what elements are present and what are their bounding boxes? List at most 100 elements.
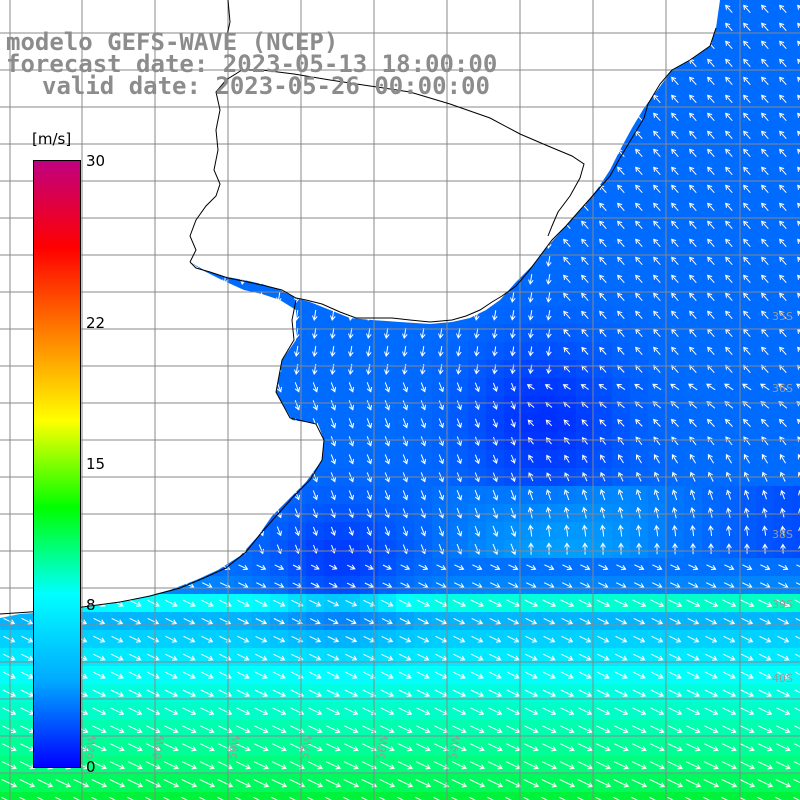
wind-arrow bbox=[653, 130, 661, 140]
wind-arrow bbox=[562, 384, 571, 390]
wind-arrow bbox=[725, 94, 733, 104]
wind-arrow bbox=[707, 256, 715, 266]
wind-arrow bbox=[560, 671, 574, 679]
wind-arrow bbox=[398, 599, 412, 607]
wind-arrow bbox=[381, 618, 393, 625]
wind-arrow bbox=[760, 418, 769, 427]
speed-cell bbox=[792, 612, 800, 631]
wind-arrow bbox=[474, 525, 481, 537]
wind-arrow bbox=[543, 617, 556, 625]
wind-arrow bbox=[510, 328, 516, 339]
wind-arrow bbox=[127, 779, 144, 788]
wind-arrow bbox=[492, 328, 498, 339]
wind-arrow bbox=[92, 707, 107, 715]
wind-arrow bbox=[707, 148, 715, 158]
wind-arrow bbox=[722, 707, 737, 715]
wind-arrow bbox=[671, 310, 679, 320]
wind-arrow bbox=[109, 779, 126, 788]
wind-arrow bbox=[92, 689, 107, 697]
wind-arrow bbox=[759, 617, 772, 625]
wind-arrow bbox=[632, 707, 647, 715]
wind-arrow bbox=[595, 779, 612, 788]
speed-cell bbox=[792, 684, 800, 703]
wind-arrow bbox=[451, 743, 467, 752]
wind-arrow bbox=[452, 689, 467, 697]
wind-arrow bbox=[237, 653, 250, 661]
wind-arrow bbox=[330, 345, 336, 357]
wind-arrow bbox=[707, 453, 715, 464]
wind-arrow bbox=[363, 599, 376, 607]
wind-arrow bbox=[703, 779, 720, 788]
wind-arrow bbox=[55, 796, 63, 800]
wind-arrow bbox=[145, 743, 161, 752]
wind-arrow bbox=[686, 599, 701, 607]
wind-arrow bbox=[793, 796, 800, 800]
wind-arrow bbox=[671, 166, 679, 176]
wind-arrow bbox=[598, 564, 609, 571]
wind-arrow bbox=[328, 582, 338, 588]
wind-arrow bbox=[758, 689, 773, 697]
wind-arrow bbox=[670, 383, 680, 391]
wind-arrow bbox=[271, 761, 287, 770]
wind-arrow bbox=[1, 743, 17, 752]
wind-arrow bbox=[201, 635, 214, 643]
wind-arrow bbox=[456, 400, 462, 411]
wind-arrow bbox=[1, 761, 17, 770]
wind-arrow bbox=[92, 653, 106, 661]
wind-arrow bbox=[798, 526, 800, 532]
wind-arrow bbox=[199, 761, 215, 770]
wind-arrow bbox=[420, 490, 427, 501]
wind-arrow bbox=[366, 436, 373, 447]
wind-arrow bbox=[343, 796, 351, 800]
wind-arrow bbox=[21, 635, 34, 643]
wind-arrow bbox=[599, 220, 607, 230]
wind-arrow bbox=[327, 636, 340, 643]
wind-arrow bbox=[689, 130, 697, 140]
wind-arrow bbox=[581, 346, 589, 355]
wind-arrow bbox=[218, 725, 233, 734]
wind-arrow bbox=[686, 689, 701, 697]
wind-arrow bbox=[689, 112, 697, 122]
wind-arrow bbox=[492, 525, 499, 538]
wind-arrow bbox=[344, 725, 359, 734]
wind-arrow bbox=[453, 653, 466, 661]
wind-arrow bbox=[635, 488, 642, 501]
wind-arrow bbox=[739, 779, 756, 788]
wind-arrow bbox=[779, 184, 787, 194]
wind-arrow bbox=[472, 564, 483, 571]
wind-arrow bbox=[524, 725, 539, 734]
wind-arrow bbox=[398, 671, 412, 679]
wind-arrow bbox=[599, 310, 607, 320]
wind-arrow bbox=[777, 635, 790, 643]
wind-arrow bbox=[578, 689, 593, 697]
wind-arrow bbox=[743, 40, 751, 50]
wind-arrow bbox=[545, 419, 553, 427]
wind-arrow bbox=[759, 635, 772, 643]
wind-arrow bbox=[487, 761, 503, 770]
wind-arrow bbox=[635, 524, 642, 537]
wind-arrow bbox=[456, 346, 462, 357]
wind-arrow bbox=[707, 507, 714, 518]
wind-arrow bbox=[653, 238, 661, 248]
wind-arrow bbox=[528, 542, 534, 555]
speed-cell bbox=[72, 792, 91, 800]
wind-arrow bbox=[366, 490, 372, 501]
wind-arrow bbox=[707, 58, 715, 68]
wind-arrow bbox=[163, 796, 171, 800]
wind-arrow bbox=[581, 489, 588, 501]
wind-arrow bbox=[563, 489, 570, 501]
wind-arrow bbox=[707, 238, 715, 248]
wind-arrow bbox=[600, 542, 606, 555]
wind-arrow bbox=[559, 796, 567, 800]
wind-arrow bbox=[507, 635, 520, 643]
speed-cell bbox=[324, 792, 343, 800]
wind-arrow bbox=[415, 743, 431, 752]
wind-arrow bbox=[348, 454, 355, 465]
wind-arrow bbox=[416, 707, 431, 715]
wind-arrow bbox=[182, 707, 197, 715]
wind-arrow bbox=[348, 382, 355, 393]
wind-arrow bbox=[438, 328, 444, 339]
wind-arrow bbox=[253, 743, 269, 752]
wind-arrow bbox=[744, 525, 750, 536]
wind-arrow bbox=[687, 383, 698, 391]
